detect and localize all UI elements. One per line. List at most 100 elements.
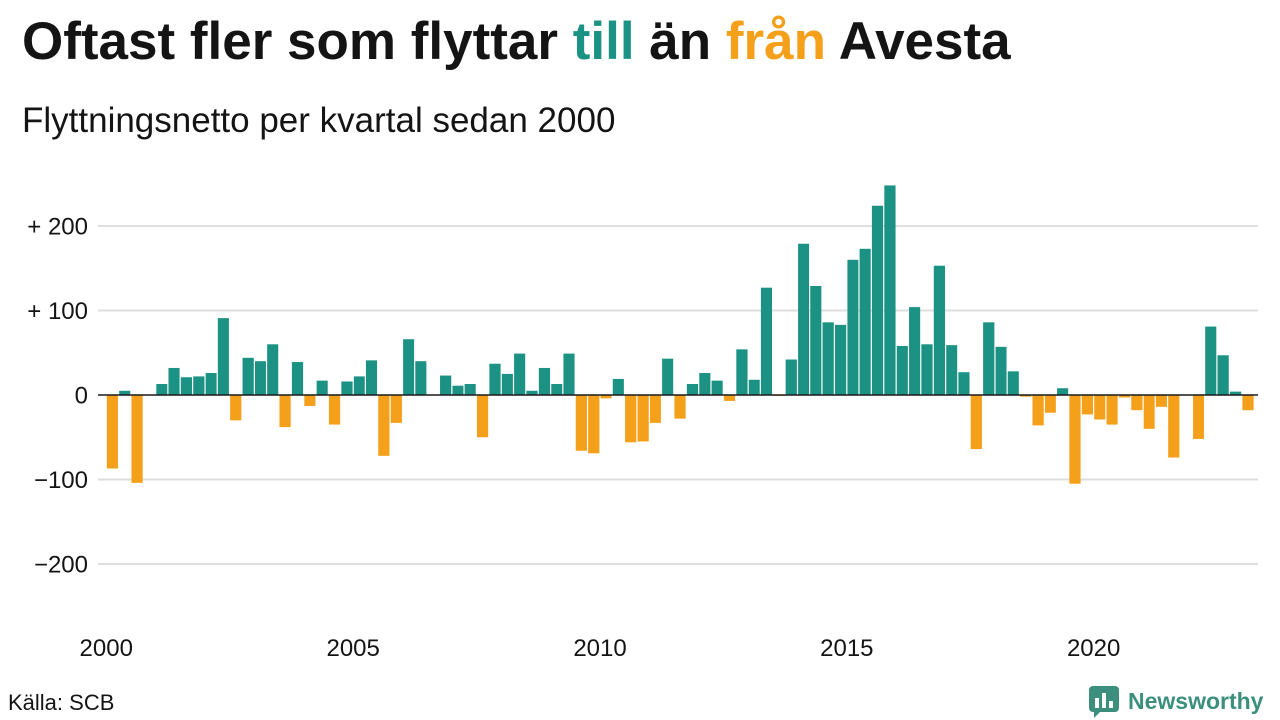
bar-2014-10-01: [834, 324, 847, 395]
bar-2009-10-01: [588, 395, 600, 454]
bar-2002-07-01: [230, 395, 242, 421]
source-note: Källa: SCB: [8, 690, 115, 715]
bar-2017-07-01: [970, 395, 982, 450]
bar-2015-07-01: [871, 205, 884, 395]
bar-2021-04-01: [1155, 395, 1167, 407]
bar-2010-07-01: [625, 395, 637, 443]
bar-2004-01-01: [304, 395, 316, 406]
bar-2016-04-01: [909, 307, 921, 395]
bar-2019-04-01: [1057, 388, 1069, 395]
chart-bubble-icon: [1089, 686, 1119, 718]
bar-2012-10-01: [736, 349, 748, 395]
bar-2022-07-01: [1217, 355, 1229, 395]
x-tick-label: 2005: [326, 635, 379, 662]
bar-2019-07-01: [1069, 395, 1081, 484]
newsworthy-logo-text: Newsworthy: [1128, 688, 1264, 714]
x-axis-ticks: 2000 2005 2010 2015 2020: [80, 635, 1121, 662]
bar-2008-04-01: [514, 353, 526, 395]
bar-2003-10-01: [291, 362, 304, 395]
bar-2014-04-01: [810, 285, 822, 395]
bar-2000-04-01: [119, 390, 131, 395]
bars: [106, 185, 1254, 484]
y-tick-label: −100: [34, 467, 88, 494]
bar-2003-04-01: [267, 344, 279, 395]
bar-2002-01-01: [205, 373, 217, 395]
bar-2020-10-01: [1131, 395, 1143, 411]
bar-2018-07-01: [1020, 395, 1032, 397]
bar-2011-01-01: [649, 395, 661, 423]
logo-bubble-tail: [1094, 710, 1102, 718]
bar-2015-01-01: [847, 259, 859, 395]
bar-2018-04-01: [1007, 371, 1019, 395]
bar-2008-07-01: [526, 390, 538, 395]
bar-2011-04-01: [662, 358, 674, 395]
bar-2013-04-01: [760, 287, 773, 395]
bar-2015-04-01: [859, 248, 871, 395]
title-highlight-fran: från: [725, 12, 827, 71]
bar-2004-04-01: [316, 380, 328, 395]
bar-2016-10-01: [933, 265, 946, 395]
bar-2012-04-01: [711, 380, 723, 395]
bar-2009-04-01: [563, 353, 575, 395]
bar-2020-04-01: [1106, 395, 1118, 425]
bar-2005-01-01: [353, 376, 365, 395]
logo-bar: [1102, 693, 1106, 708]
gridlines: [98, 225, 1258, 565]
logo-bar: [1095, 698, 1099, 708]
bar-2015-10-01: [884, 185, 896, 395]
bar-2008-10-01: [538, 367, 551, 395]
bar-2005-07-01: [378, 395, 390, 456]
bar-2003-01-01: [254, 361, 266, 395]
bar-2008-01-01: [501, 373, 513, 395]
bar-2022-01-01: [1193, 395, 1205, 439]
x-tick-label: 2020: [1067, 635, 1120, 662]
bar-2012-01-01: [699, 373, 711, 395]
title-text-start: Oftast fler som flyttar: [22, 12, 573, 71]
bar-2005-04-01: [365, 360, 378, 395]
bar-2006-10-01: [440, 375, 452, 395]
title-text-end: Avesta: [826, 12, 1011, 71]
bar-2010-04-01: [612, 378, 624, 395]
bar-2012-07-01: [723, 395, 736, 401]
bar-2006-04-01: [415, 361, 427, 395]
chart-title: Oftast fler som flyttar till än från Ave…: [22, 11, 1011, 73]
bar-2007-04-01: [464, 384, 476, 395]
bar-2001-01-01: [156, 384, 168, 395]
bar-2005-10-01: [390, 395, 402, 423]
bar-2003-07-01: [279, 395, 291, 428]
y-tick-label: −200: [34, 552, 88, 579]
bar-2019-01-01: [1044, 395, 1056, 413]
bar-2000-07-01: [131, 395, 143, 483]
y-tick-label: + 200: [27, 214, 88, 241]
y-tick-label: + 100: [27, 298, 88, 325]
bar-2007-01-01: [452, 385, 464, 395]
chart-subtitle: Flyttningsnetto per kvartal sedan 2000: [22, 101, 616, 140]
bar-2017-04-01: [958, 372, 970, 395]
bar-2014-01-01: [798, 243, 810, 395]
bar-2020-07-01: [1118, 395, 1131, 398]
x-tick-label: 2000: [80, 635, 133, 662]
bar-2020-01-01: [1094, 395, 1106, 420]
bar-2009-07-01: [575, 395, 587, 451]
bar-2007-10-01: [489, 363, 501, 395]
bar-2001-07-01: [180, 377, 193, 395]
bar-2002-10-01: [242, 357, 254, 395]
bar-2021-07-01: [1168, 395, 1180, 458]
bar-2010-10-01: [637, 395, 649, 442]
logo-bar: [1109, 701, 1113, 708]
x-tick-label: 2015: [820, 635, 873, 662]
bar-2017-10-01: [983, 322, 995, 395]
bar-2009-01-01: [551, 384, 563, 395]
title-text-middle: än: [634, 12, 726, 71]
bar-2013-01-01: [748, 379, 760, 395]
bar-2010-01-01: [600, 395, 612, 399]
bar-2016-01-01: [896, 345, 908, 395]
bar-2018-01-01: [995, 346, 1007, 395]
bar-2007-07-01: [476, 395, 489, 438]
bar-2001-04-01: [168, 367, 180, 395]
bar-2022-10-01: [1229, 391, 1242, 395]
bar-2023-01-01: [1242, 395, 1254, 411]
bar-2022-04-01: [1205, 326, 1217, 395]
bar-2013-10-01: [785, 359, 797, 395]
bar-2019-10-01: [1081, 395, 1094, 415]
